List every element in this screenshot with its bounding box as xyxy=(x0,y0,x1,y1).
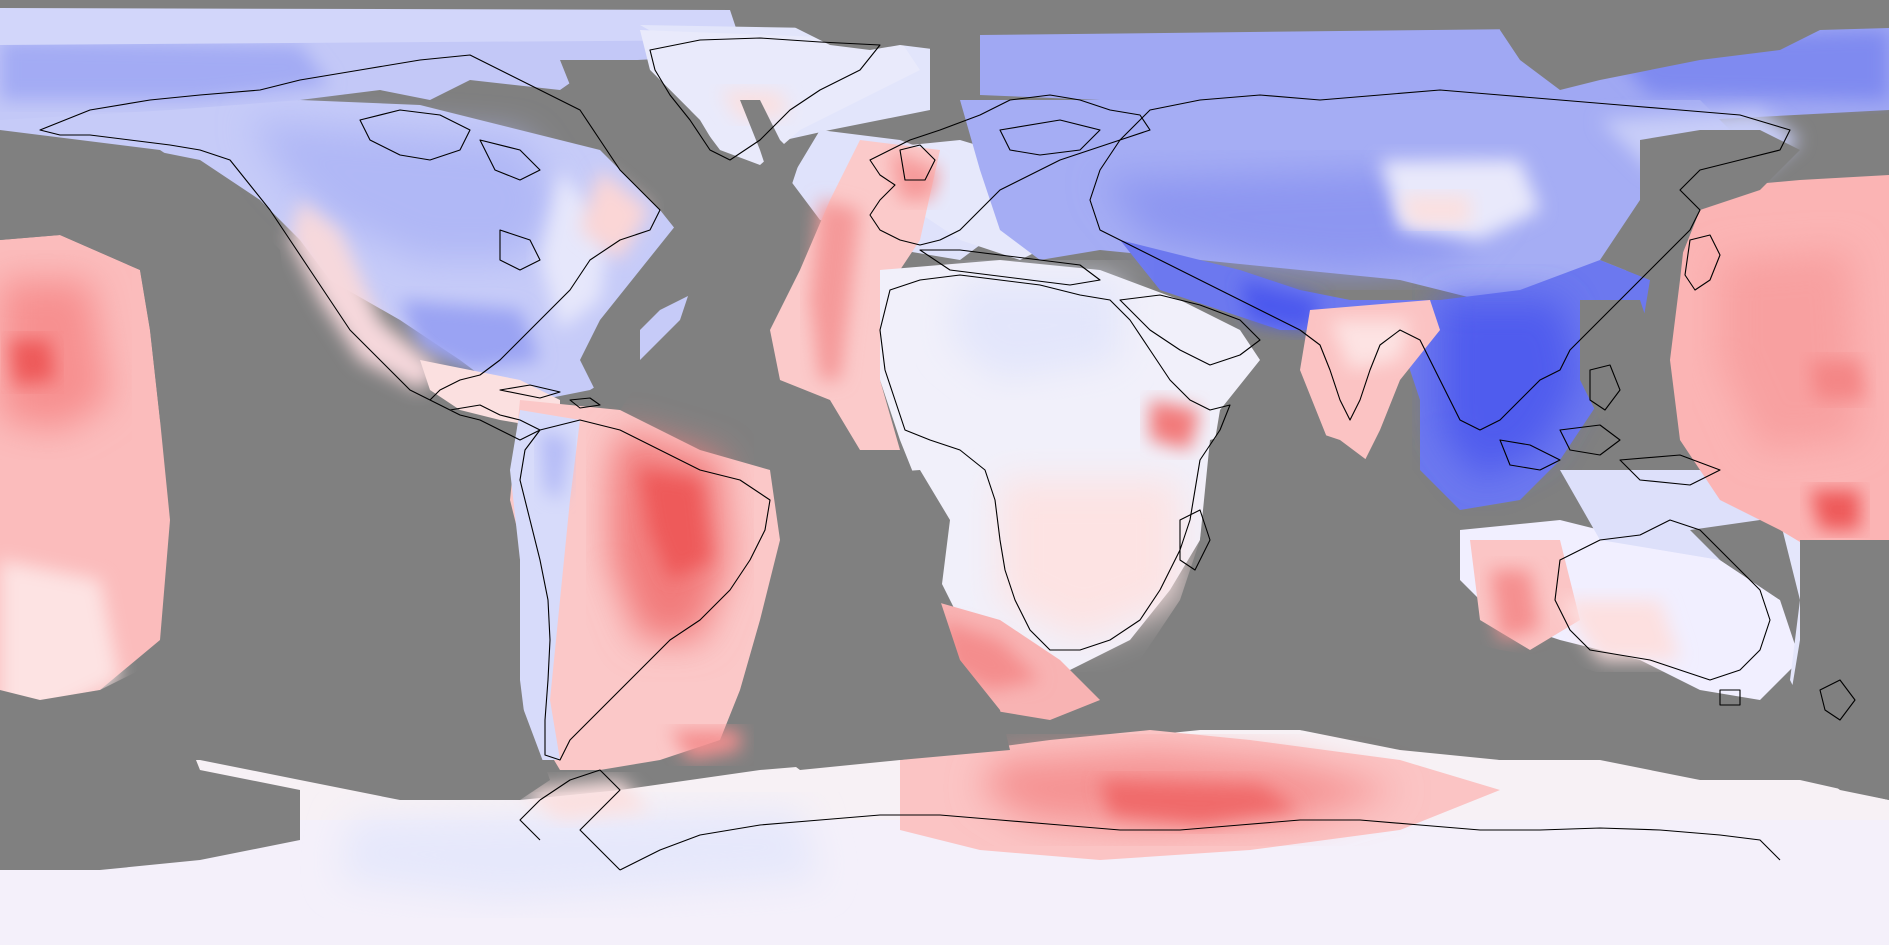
coastline-antarctica xyxy=(619,814,1781,871)
coastline-south-america xyxy=(519,419,771,761)
coastlines xyxy=(39,37,1856,871)
coastline-asia xyxy=(1089,89,1791,431)
australia-field xyxy=(1460,470,1889,740)
coastline-australia xyxy=(1554,519,1771,681)
pacific-west-field xyxy=(0,235,170,720)
coastline-africa xyxy=(879,274,1231,651)
southern-ocean-field xyxy=(0,730,1889,945)
coastline-europe xyxy=(869,94,1151,246)
coastline-north-america xyxy=(39,54,661,441)
north-america-field xyxy=(0,100,700,400)
africa-field xyxy=(880,260,1260,670)
pacific-east-field xyxy=(1670,175,1889,560)
india-field xyxy=(1300,300,1440,470)
coastline-greenland xyxy=(649,37,881,161)
atlantic-east-field xyxy=(770,140,940,450)
